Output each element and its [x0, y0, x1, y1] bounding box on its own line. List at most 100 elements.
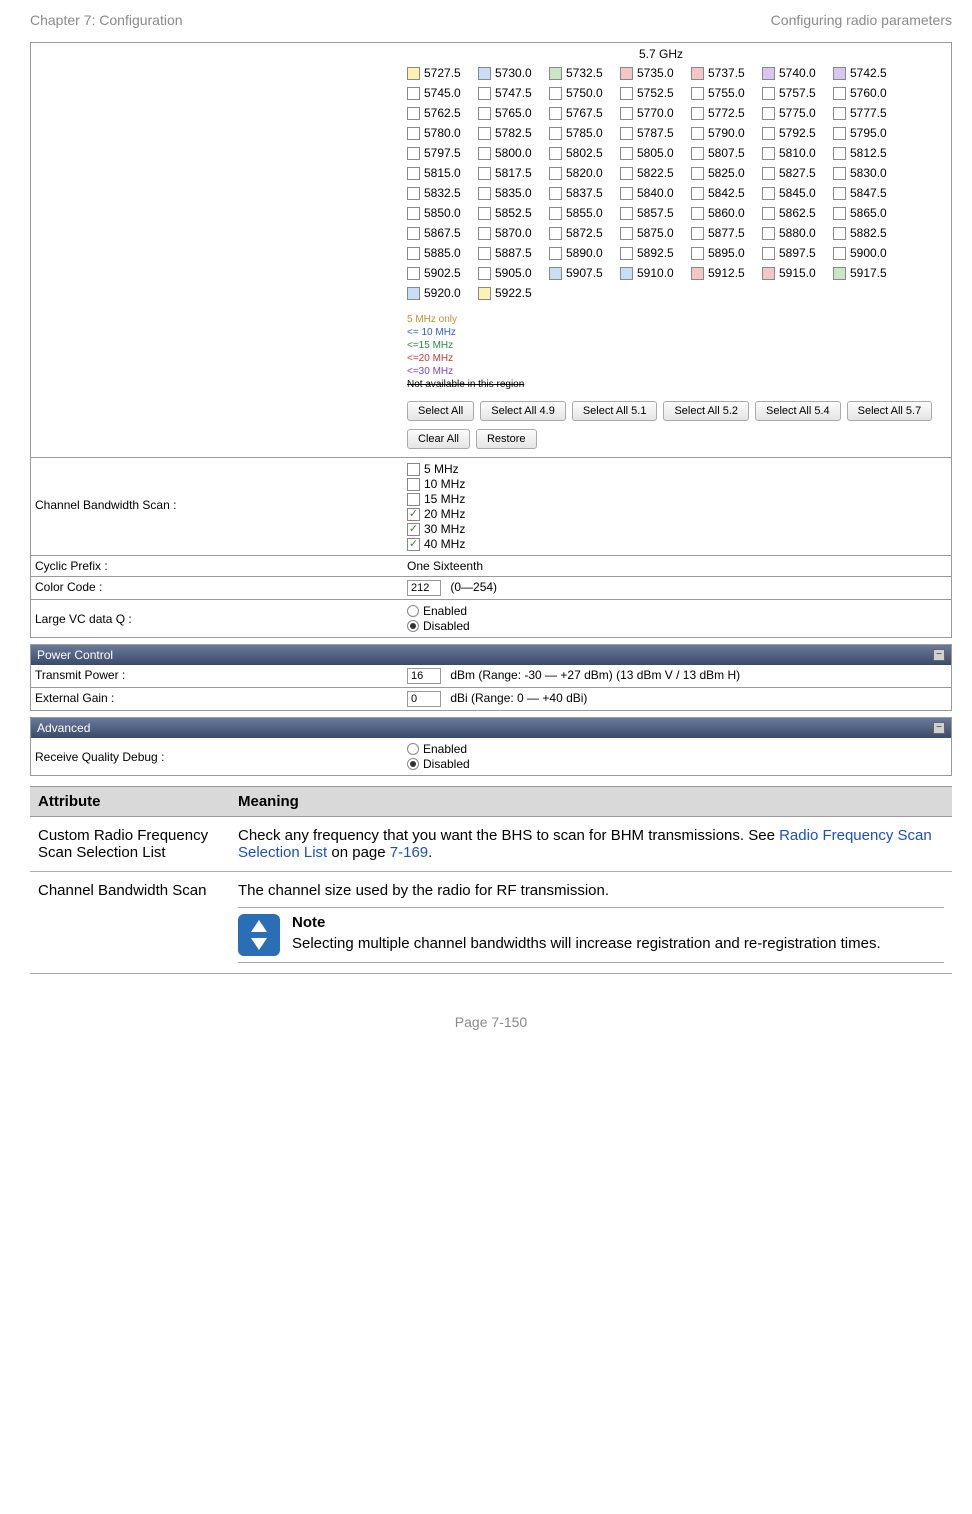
freq-checkbox[interactable]: 5872.5: [549, 223, 616, 243]
freq-checkbox[interactable]: 5880.0: [762, 223, 829, 243]
freq-checkbox[interactable]: 5877.5: [691, 223, 758, 243]
freq-checkbox[interactable]: 5847.5: [833, 183, 900, 203]
freq-checkbox[interactable]: 5730.0: [478, 63, 545, 83]
debug-disabled-radio[interactable]: [407, 758, 419, 770]
bandwidth-option[interactable]: 20 MHz: [407, 507, 945, 521]
freq-checkbox[interactable]: 5787.5: [620, 123, 687, 143]
freq-checkbox[interactable]: 5900.0: [833, 243, 900, 263]
transmit-power-input[interactable]: [407, 668, 441, 684]
bandwidth-option[interactable]: 40 MHz: [407, 537, 945, 551]
freq-checkbox[interactable]: 5802.5: [549, 143, 616, 163]
freq-checkbox[interactable]: 5777.5: [833, 103, 900, 123]
freq-checkbox[interactable]: 5922.5: [478, 283, 545, 303]
freq-checkbox[interactable]: 5755.0: [691, 83, 758, 103]
freq-checkbox[interactable]: 5897.5: [762, 243, 829, 263]
freq-checkbox[interactable]: 5815.0: [407, 163, 474, 183]
select-button[interactable]: Select All 5.2: [663, 401, 749, 421]
freq-checkbox[interactable]: 5912.5: [691, 263, 758, 283]
freq-checkbox[interactable]: 5795.0: [833, 123, 900, 143]
restore-button[interactable]: Restore: [476, 429, 537, 449]
freq-checkbox[interactable]: 5757.5: [762, 83, 829, 103]
freq-checkbox[interactable]: 5907.5: [549, 263, 616, 283]
freq-checkbox[interactable]: 5770.0: [620, 103, 687, 123]
freq-checkbox[interactable]: 5772.5: [691, 103, 758, 123]
large-vc-disabled-radio[interactable]: [407, 620, 419, 632]
freq-checkbox[interactable]: 5840.0: [620, 183, 687, 203]
freq-checkbox[interactable]: 5822.5: [620, 163, 687, 183]
freq-checkbox[interactable]: 5782.5: [478, 123, 545, 143]
freq-checkbox[interactable]: 5842.5: [691, 183, 758, 203]
freq-checkbox[interactable]: 5902.5: [407, 263, 474, 283]
freq-checkbox[interactable]: 5917.5: [833, 263, 900, 283]
freq-checkbox[interactable]: 5785.0: [549, 123, 616, 143]
freq-checkbox[interactable]: 5752.5: [620, 83, 687, 103]
freq-checkbox[interactable]: 5852.5: [478, 203, 545, 223]
freq-checkbox[interactable]: 5887.5: [478, 243, 545, 263]
select-button[interactable]: Select All 4.9: [480, 401, 566, 421]
freq-checkbox[interactable]: 5727.5: [407, 63, 474, 83]
freq-checkbox[interactable]: 5845.0: [762, 183, 829, 203]
freq-checkbox[interactable]: 5820.0: [549, 163, 616, 183]
freq-checkbox[interactable]: 5790.0: [691, 123, 758, 143]
freq-checkbox[interactable]: 5742.5: [833, 63, 900, 83]
freq-checkbox[interactable]: 5827.5: [762, 163, 829, 183]
freq-checkbox[interactable]: 5765.0: [478, 103, 545, 123]
external-gain-input[interactable]: [407, 691, 441, 707]
freq-checkbox[interactable]: 5747.5: [478, 83, 545, 103]
freq-checkbox[interactable]: 5857.5: [620, 203, 687, 223]
freq-checkbox[interactable]: 5855.0: [549, 203, 616, 223]
freq-checkbox[interactable]: 5865.0: [833, 203, 900, 223]
collapse-icon[interactable]: −: [933, 649, 945, 661]
freq-checkbox[interactable]: 5860.0: [691, 203, 758, 223]
freq-checkbox[interactable]: 5775.0: [762, 103, 829, 123]
select-button[interactable]: Select All: [407, 401, 474, 421]
freq-checkbox[interactable]: 5915.0: [762, 263, 829, 283]
freq-checkbox[interactable]: 5805.0: [620, 143, 687, 163]
freq-checkbox[interactable]: 5800.0: [478, 143, 545, 163]
freq-checkbox[interactable]: 5812.5: [833, 143, 900, 163]
select-button[interactable]: Select All 5.4: [755, 401, 841, 421]
freq-checkbox[interactable]: 5867.5: [407, 223, 474, 243]
freq-checkbox[interactable]: 5892.5: [620, 243, 687, 263]
freq-checkbox[interactable]: 5920.0: [407, 283, 474, 303]
freq-checkbox[interactable]: 5780.0: [407, 123, 474, 143]
freq-checkbox[interactable]: 5870.0: [478, 223, 545, 243]
freq-checkbox[interactable]: 5832.5: [407, 183, 474, 203]
freq-checkbox[interactable]: 5825.0: [691, 163, 758, 183]
freq-checkbox[interactable]: 5850.0: [407, 203, 474, 223]
select-button[interactable]: Select All 5.1: [572, 401, 658, 421]
freq-checkbox[interactable]: 5807.5: [691, 143, 758, 163]
freq-checkbox[interactable]: 5875.0: [620, 223, 687, 243]
freq-checkbox[interactable]: 5737.5: [691, 63, 758, 83]
color-code-input[interactable]: [407, 580, 441, 596]
bandwidth-option[interactable]: 10 MHz: [407, 477, 945, 491]
freq-checkbox[interactable]: 5767.5: [549, 103, 616, 123]
freq-checkbox[interactable]: 5792.5: [762, 123, 829, 143]
freq-checkbox[interactable]: 5760.0: [833, 83, 900, 103]
freq-checkbox[interactable]: 5810.0: [762, 143, 829, 163]
freq-checkbox[interactable]: 5837.5: [549, 183, 616, 203]
freq-checkbox[interactable]: 5830.0: [833, 163, 900, 183]
freq-checkbox[interactable]: 5862.5: [762, 203, 829, 223]
freq-checkbox[interactable]: 5835.0: [478, 183, 545, 203]
freq-checkbox[interactable]: 5745.0: [407, 83, 474, 103]
clear-all-button[interactable]: Clear All: [407, 429, 470, 449]
freq-checkbox[interactable]: 5797.5: [407, 143, 474, 163]
freq-checkbox[interactable]: 5890.0: [549, 243, 616, 263]
freq-checkbox[interactable]: 5735.0: [620, 63, 687, 83]
freq-checkbox[interactable]: 5762.5: [407, 103, 474, 123]
freq-checkbox[interactable]: 5750.0: [549, 83, 616, 103]
freq-checkbox[interactable]: 5740.0: [762, 63, 829, 83]
freq-checkbox[interactable]: 5895.0: [691, 243, 758, 263]
bandwidth-option[interactable]: 30 MHz: [407, 522, 945, 536]
freq-checkbox[interactable]: 5905.0: [478, 263, 545, 283]
link-page-ref[interactable]: 7-169: [390, 844, 428, 861]
select-button[interactable]: Select All 5.7: [847, 401, 933, 421]
freq-checkbox[interactable]: 5817.5: [478, 163, 545, 183]
freq-checkbox[interactable]: 5885.0: [407, 243, 474, 263]
bandwidth-option[interactable]: 15 MHz: [407, 492, 945, 506]
freq-checkbox[interactable]: 5732.5: [549, 63, 616, 83]
collapse-icon[interactable]: −: [933, 722, 945, 734]
debug-enabled-radio[interactable]: [407, 743, 419, 755]
freq-checkbox[interactable]: 5910.0: [620, 263, 687, 283]
